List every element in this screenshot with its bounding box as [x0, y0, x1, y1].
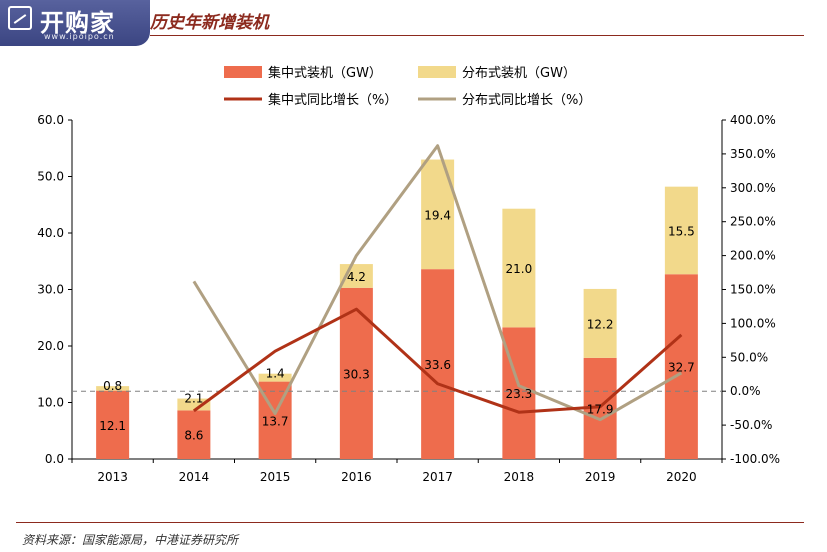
- x-tick-label: 2015: [260, 470, 291, 484]
- y-right-tick-label: 350.0%: [730, 147, 776, 161]
- y-right-tick-label: 200.0%: [730, 249, 776, 263]
- x-tick-label: 2014: [179, 470, 210, 484]
- data-label-centralized: 32.7: [668, 361, 695, 375]
- bar-centralized: [664, 274, 698, 459]
- y-right-tick-label: -50.0%: [730, 418, 772, 432]
- y-left-tick-label: 10.0: [37, 396, 64, 410]
- logo-url: www.ipoipo.cn: [44, 32, 115, 41]
- chart-title: 历史年新增装机: [150, 13, 269, 33]
- y-right-tick-label: 100.0%: [730, 316, 776, 330]
- brand-logo: 开购家 www.ipoipo.cn: [0, 0, 150, 46]
- title-rule: [150, 35, 804, 36]
- data-label-distributed: 1.4: [266, 367, 285, 381]
- y-right-tick-label: 400.0%: [730, 113, 776, 127]
- bar-centralized: [96, 390, 130, 459]
- data-label-distributed: 2.1: [184, 392, 203, 406]
- data-label-distributed: 15.5: [668, 224, 695, 238]
- y-left-tick-label: 50.0: [37, 170, 64, 184]
- line-centralized-growth: [192, 307, 683, 414]
- line-distributed-growth: [192, 144, 683, 422]
- y-left-tick-label: 30.0: [37, 283, 64, 297]
- data-label-centralized: 13.7: [262, 414, 289, 428]
- y-left-tick-label: 40.0: [37, 226, 64, 240]
- y-right-tick-label: 300.0%: [730, 181, 776, 195]
- data-label-distributed: 21.0: [506, 262, 533, 276]
- data-label-centralized: 12.1: [99, 419, 126, 433]
- legend-swatch-bar: [418, 66, 456, 78]
- legend-swatch-bar: [224, 66, 262, 78]
- data-label-distributed: 0.8: [103, 379, 122, 393]
- bar-distributed: [583, 288, 617, 358]
- y-right-tick-label: 150.0%: [730, 283, 776, 297]
- y-left-tick-label: 20.0: [37, 339, 64, 353]
- data-label-distributed: 19.4: [424, 208, 451, 222]
- legend-item-label: 分布式装机（GW）: [462, 66, 576, 81]
- data-label-centralized: 8.6: [184, 429, 203, 443]
- legend-item-label: 集中式装机（GW）: [268, 65, 382, 81]
- logo-chart-icon: [8, 6, 32, 30]
- legend-item-label: 集中式同比增长（%）: [268, 92, 397, 108]
- data-label-centralized: 17.9: [587, 402, 614, 416]
- bar-distributed: [177, 398, 211, 411]
- x-tick-label: 2016: [341, 470, 372, 484]
- x-tick-label: 2020: [666, 470, 697, 484]
- footer-rule: [16, 522, 804, 523]
- y-left-tick-label: 60.0: [37, 113, 64, 127]
- y-right-tick-label: -100.0%: [730, 452, 780, 466]
- x-tick-label: 2019: [585, 470, 616, 484]
- x-tick-label: 2017: [422, 470, 453, 484]
- data-label-centralized: 23.3: [506, 387, 533, 401]
- y-left-tick-label: 0.0: [45, 452, 64, 466]
- y-right-tick-label: 50.0%: [730, 350, 768, 364]
- x-tick-label: 2013: [97, 470, 128, 484]
- bar-distributed: [664, 186, 698, 275]
- data-label-distributed: 4.2: [347, 270, 366, 284]
- bar-centralized: [421, 269, 455, 459]
- logo-name: 开购家: [40, 9, 115, 37]
- bar-distributed: [258, 373, 292, 382]
- title-bar: 开购家 www.ipoipo.cn 历史年新增装机: [0, 0, 827, 46]
- data-label-distributed: 12.2: [587, 317, 614, 331]
- y-right-tick-label: 0.0%: [730, 384, 761, 398]
- y-right-tick-label: 250.0%: [730, 215, 776, 229]
- data-label-centralized: 33.6: [424, 358, 451, 372]
- bar-centralized: [177, 410, 211, 459]
- source-note: 资料来源：国家能源局，中港证券研究所: [22, 533, 239, 547]
- legend-item-label: 分布式同比增长（%）: [462, 93, 591, 108]
- bar-distributed: [96, 386, 130, 391]
- x-tick-label: 2018: [504, 470, 535, 484]
- data-label-centralized: 30.3: [343, 367, 370, 381]
- bar-distributed: [502, 208, 536, 328]
